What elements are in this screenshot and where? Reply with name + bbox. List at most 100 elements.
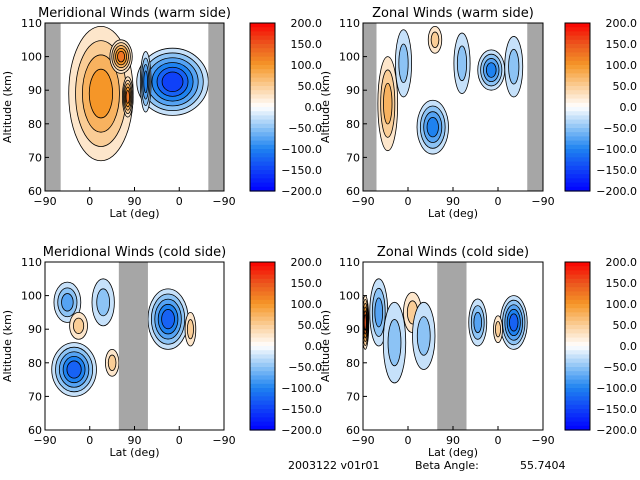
colorbar-swatch (250, 115, 275, 121)
panel-4: Zonal Winds (cold side) −90 0 90 0 −90 Lat (de… (319, 245, 637, 459)
colorbar-swatch (565, 123, 590, 129)
colorbar-swatch (250, 392, 275, 397)
colorbar-swatch (250, 35, 275, 41)
colorbar-swatch (565, 295, 590, 301)
x-tick-label: 0 (176, 195, 183, 208)
colorbar-swatch (565, 404, 590, 410)
colorbar-swatch (250, 346, 275, 351)
no-data-region (437, 262, 467, 430)
colorbar-swatch (250, 44, 275, 49)
y-tick-label: 70 (28, 151, 42, 164)
y-tick-label: 90 (346, 323, 360, 336)
colorbar-swatch (565, 81, 590, 87)
colorbar-swatch (565, 362, 590, 368)
colorbar-tick-label: −100.0 (281, 143, 322, 156)
colorbar-swatch (565, 170, 590, 175)
colorbar-swatch (250, 371, 275, 376)
contour-level (426, 117, 439, 138)
colorbar-tick-label: 150.0 (606, 277, 638, 290)
no-data-region (118, 262, 148, 430)
colorbar-frame (564, 261, 591, 431)
contour-area (45, 23, 224, 191)
x-tick-label: 0 (176, 434, 183, 447)
colorbar-tick-label: −100.0 (596, 382, 637, 395)
colorbar-swatch (250, 81, 275, 87)
colorbar-tick-label: 100.0 (291, 298, 323, 311)
colorbar-swatch (565, 119, 590, 125)
colorbar-swatch (250, 98, 275, 104)
colorbar-swatch (565, 287, 590, 292)
y-tick-label: 90 (28, 323, 42, 336)
colorbar-swatch (250, 77, 275, 83)
x-tick-label: 90 (128, 195, 142, 208)
colorbar-tick-label: 50.0 (298, 319, 323, 332)
colorbar-swatch (565, 23, 590, 28)
colorbar-tick-label: 50.0 (613, 80, 638, 93)
colorbar-swatch (250, 86, 275, 91)
x-tick-label: −90 (33, 434, 56, 447)
panel-title: Zonal Winds (warm side) (372, 6, 534, 21)
colorbar-swatch (565, 102, 590, 108)
x-tick-label: 0 (405, 434, 412, 447)
contour-level (161, 309, 175, 330)
x-tick-label: 90 (128, 434, 142, 447)
colorbar-swatch (565, 182, 590, 188)
y-tick-label: 110 (21, 17, 42, 30)
y-tick-label: 110 (21, 256, 42, 269)
colorbar-swatch (565, 333, 590, 339)
colorbar-swatch (250, 153, 275, 158)
colorbar-swatch (565, 341, 590, 347)
colorbar-swatch (565, 39, 590, 45)
colorbar-swatch (250, 362, 275, 368)
x-tick-label: −90 (33, 195, 56, 208)
no-data-region (363, 23, 377, 191)
colorbar-swatch (250, 396, 275, 402)
colorbar-tick-label: 150.0 (291, 38, 323, 51)
colorbar-tick-label: 100.0 (291, 59, 323, 72)
colorbar-swatch (250, 388, 275, 393)
contour-level (509, 313, 519, 332)
colorbar-swatch (250, 425, 275, 431)
colorbar-swatch (250, 333, 275, 339)
contour-level (495, 321, 501, 338)
colorbar-swatch (565, 270, 590, 276)
colorbar-tick-label: −50.0 (603, 361, 637, 374)
colorbar-swatch (565, 149, 590, 154)
version-label: 2003122 v01r01 (288, 459, 380, 472)
colorbar-swatch (565, 144, 590, 150)
colorbar: 200.0 150.0 100.0 50.0 0.0 −50.0 −100.0 −150.0 −… (564, 17, 638, 198)
colorbar-swatch (565, 421, 590, 427)
colorbar-swatch (250, 186, 275, 192)
colorbar-swatch (565, 291, 590, 297)
contour-area (51, 262, 197, 430)
y-tick-label: 100 (21, 290, 42, 303)
colorbar-swatch (250, 320, 275, 326)
no-data-region (208, 23, 224, 191)
x-axis-label: Lat (deg) (110, 207, 160, 220)
colorbar-swatch (250, 400, 275, 406)
colorbar-swatch (565, 56, 590, 62)
colorbar-swatch (565, 98, 590, 104)
colorbar-frame (249, 261, 276, 431)
contour-area (363, 262, 528, 430)
colorbar-swatch (250, 337, 275, 343)
colorbar-swatch (250, 413, 275, 418)
colorbar-swatch (250, 174, 275, 179)
y-tick-label: 90 (346, 84, 360, 97)
x-axis-label: Lat (deg) (428, 446, 478, 459)
colorbar-swatch (565, 299, 590, 305)
colorbar-swatch (565, 304, 590, 309)
colorbar-swatch (565, 371, 590, 376)
panel-1: Meridional Winds (warm side) −90 0 90 0 −90 La… (1, 6, 322, 220)
colorbar-swatch (250, 278, 275, 284)
colorbar-swatch (565, 325, 590, 330)
contour-area (363, 23, 543, 191)
colorbar-swatch (250, 140, 275, 146)
colorbar-tick-label: −150.0 (596, 164, 637, 177)
x-tick-label: 90 (446, 434, 460, 447)
y-tick-label: 100 (21, 51, 42, 64)
y-axis-label: Altitude (km) (319, 310, 332, 382)
colorbar-tick-label: 50.0 (613, 319, 638, 332)
colorbar-swatch (565, 165, 590, 171)
colorbar-swatch (565, 178, 590, 184)
